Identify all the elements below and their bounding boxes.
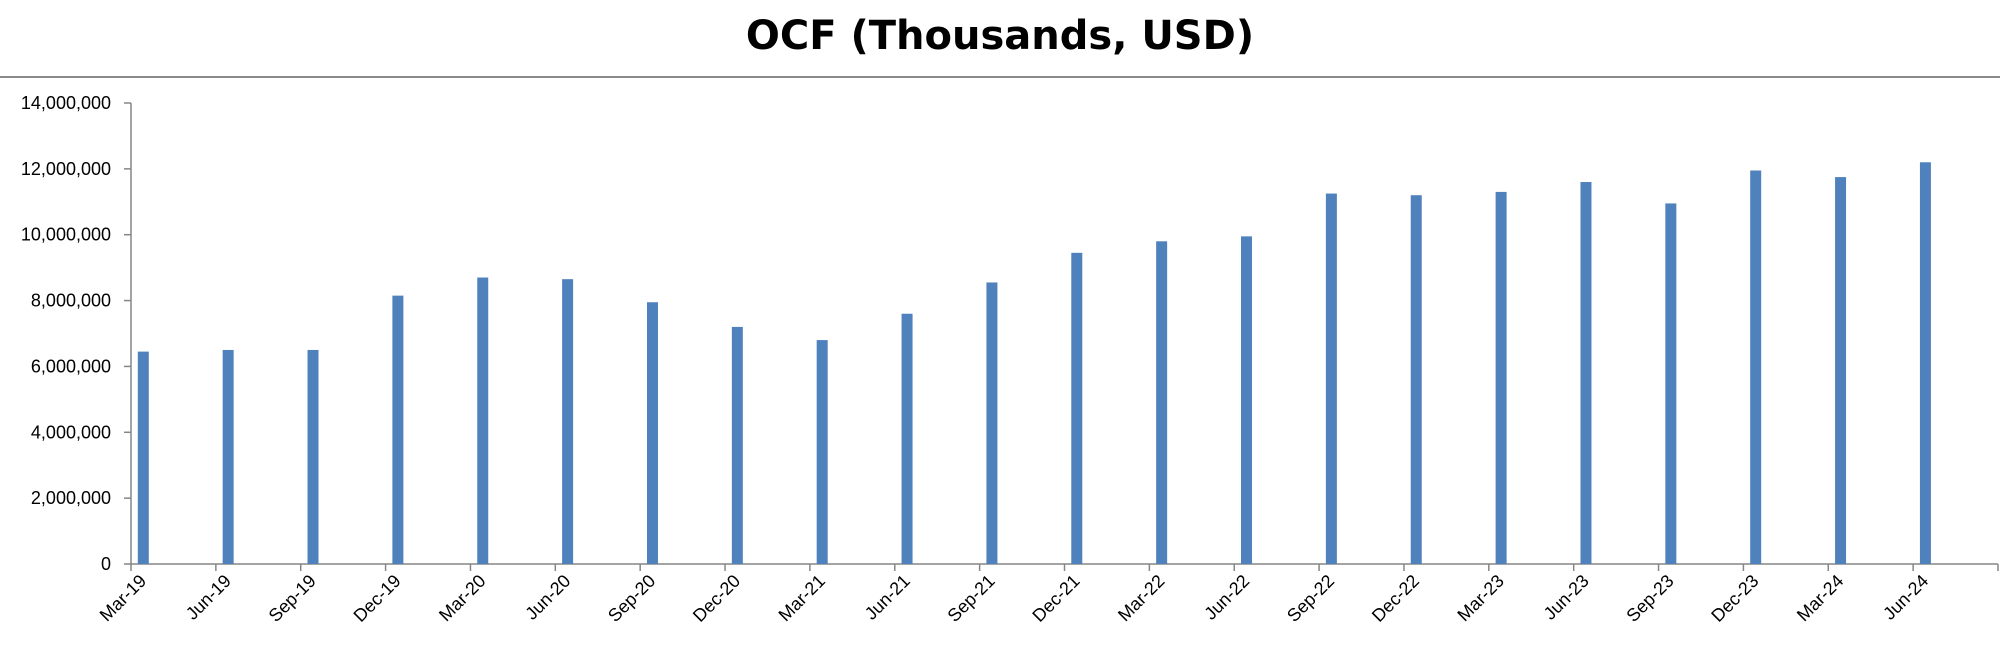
bar [1835, 177, 1847, 564]
bar [477, 277, 489, 564]
bar [392, 295, 404, 564]
bar [986, 282, 998, 564]
y-tick-label: 2,000,000 [31, 488, 111, 508]
title-divider [0, 76, 2000, 78]
bar [901, 313, 913, 564]
y-tick-label: 10,000,000 [21, 225, 111, 245]
x-tick-label: Dec-19 [350, 571, 405, 626]
x-tick-label: Mar-20 [435, 571, 489, 625]
bar [646, 302, 658, 564]
bar [1410, 195, 1422, 564]
bar [1071, 252, 1083, 564]
x-tick-label: Mar-22 [1114, 571, 1168, 625]
x-tick-label: Jun-19 [182, 571, 235, 624]
x-tick-label: Jun-20 [521, 571, 574, 624]
bar [1919, 162, 1931, 564]
x-tick-label: Mar-24 [1793, 571, 1847, 625]
bar [1325, 193, 1337, 564]
x-tick-label: Sep-22 [1283, 571, 1338, 626]
x-tick-label: Jun-23 [1540, 571, 1593, 624]
bar [731, 326, 743, 564]
x-tick-label: Mar-21 [775, 571, 829, 625]
bar [1156, 241, 1168, 565]
x-tick-label: Jun-21 [861, 571, 914, 624]
y-axis: 0 2,000,000 4,000,000 6,000,000 8,000,000 10,… [21, 93, 132, 574]
x-tick-label: Dec-22 [1368, 571, 1423, 626]
bar [1495, 191, 1507, 564]
x-tick-label: Mar-19 [96, 571, 150, 625]
y-tick-label: 6,000,000 [31, 356, 111, 376]
x-tick-label: Dec-20 [689, 571, 744, 626]
x-tick-label: Jun-24 [1879, 571, 1932, 624]
bar [1665, 203, 1677, 565]
bar [137, 351, 149, 564]
x-tick-label: Sep-19 [265, 571, 320, 626]
x-tick-label: Sep-20 [604, 571, 659, 626]
bar [307, 349, 319, 564]
y-tick-label: 4,000,000 [31, 422, 111, 442]
x-tick-label: Dec-21 [1028, 571, 1083, 626]
chart-title: OCF (Thousands, USD) [745, 13, 1255, 59]
y-tick-label: 0 [101, 554, 111, 574]
y-tick-label: 12,000,000 [21, 159, 111, 179]
x-tick-label: Mar-23 [1453, 571, 1507, 625]
bar [1750, 170, 1762, 564]
x-tick-label: Sep-21 [944, 571, 999, 626]
x-axis: Mar-19 Jun-19 Sep-19 Dec-19 Mar-20 Jun-20 Sep-… [96, 563, 1999, 626]
x-tick-label: Sep-23 [1622, 571, 1677, 626]
bar [222, 349, 234, 564]
y-tick-label: 14,000,000 [21, 93, 111, 113]
bar-series [137, 162, 1931, 565]
y-tick-label: 8,000,000 [31, 291, 111, 311]
bar [1241, 236, 1253, 564]
x-tick-label: Dec-23 [1707, 571, 1762, 626]
x-tick-label: Jun-22 [1200, 571, 1253, 624]
bar [1580, 182, 1592, 564]
bar [562, 279, 574, 564]
bar [816, 340, 828, 564]
